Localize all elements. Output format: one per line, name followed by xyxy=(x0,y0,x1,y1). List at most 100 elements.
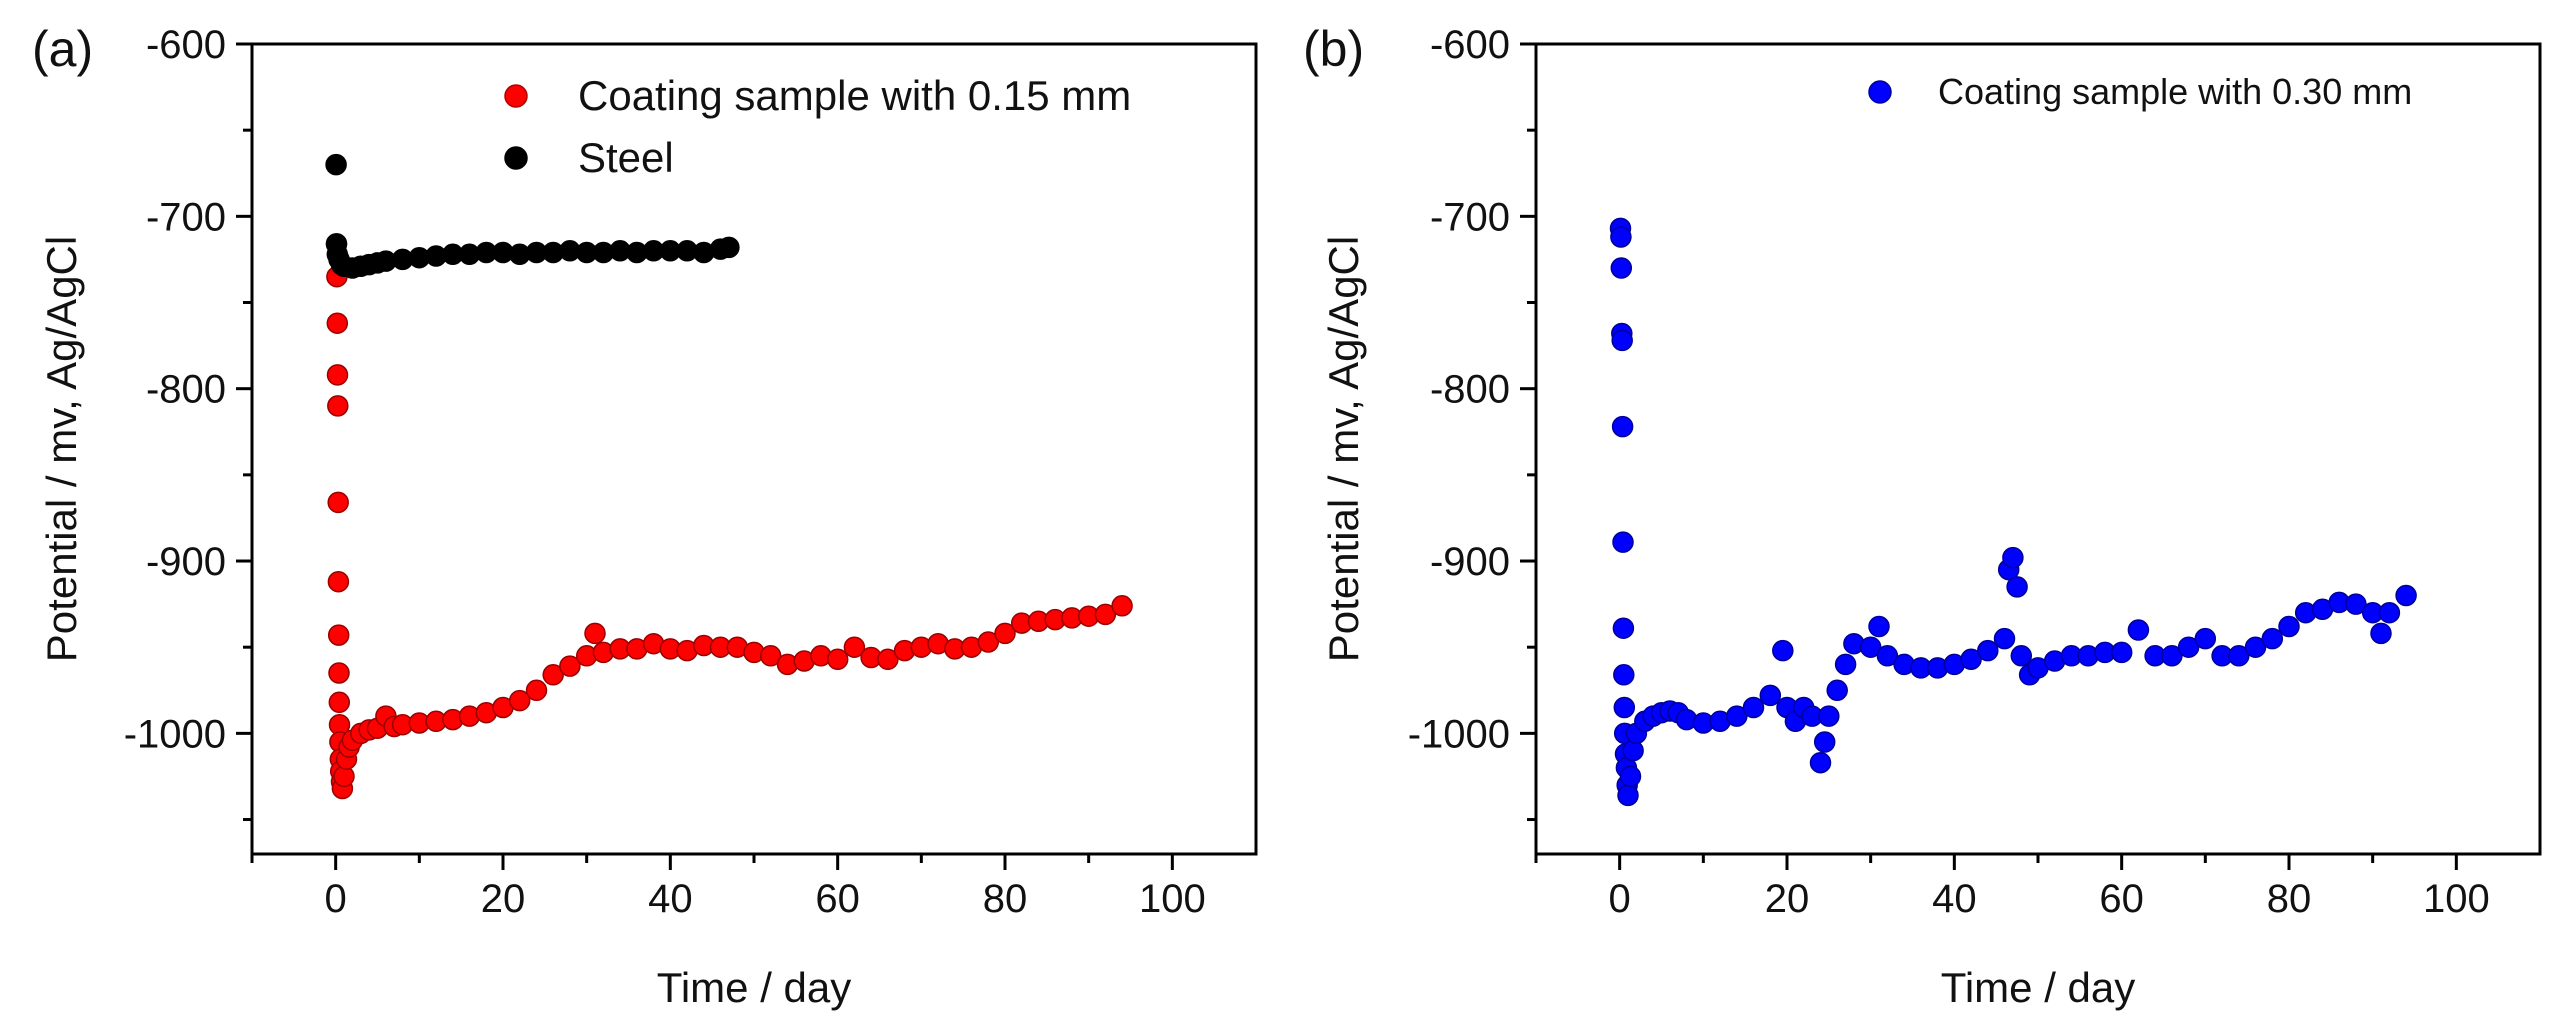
x-tick-label: 40 xyxy=(1932,877,1977,921)
data-point xyxy=(1742,696,1765,719)
panel-b-xlabel: Time / day xyxy=(1941,964,2136,1011)
data-point xyxy=(2161,645,2183,667)
legend-label-steel: Steel xyxy=(578,134,674,181)
y-tick-label: -1000 xyxy=(124,712,226,756)
data-point xyxy=(2127,619,2150,641)
panel-b-label: (b) xyxy=(1303,21,1364,77)
legend-marker-steel xyxy=(504,146,528,170)
data-point xyxy=(1094,603,1117,626)
x-tick-label: 0 xyxy=(1609,877,1631,921)
x-tick-label: 40 xyxy=(648,877,693,921)
panel-a-ylabel: Potential / mv, Ag/AgCl xyxy=(38,236,85,662)
data-point xyxy=(2261,627,2284,650)
data-point xyxy=(2006,576,2028,598)
legend-label-coating-030: Coating sample with 0.30 mm xyxy=(1938,71,2412,112)
data-point xyxy=(327,491,349,514)
panel-b: (b) 0 20 40 60 80 100 -600 -700 -800 -900 -1000 Co… xyxy=(1303,21,2542,1011)
data-point xyxy=(877,648,899,671)
x-tick-label: 100 xyxy=(2423,877,2490,921)
x-tick-label: 20 xyxy=(1765,877,1810,921)
x-tick-label: 80 xyxy=(2267,877,2312,921)
data-point xyxy=(327,570,350,593)
data-point xyxy=(1613,696,1636,719)
y-tick-label: -900 xyxy=(146,540,226,584)
data-point xyxy=(2345,593,2367,615)
panel-b-points xyxy=(1609,217,2417,807)
y-tick-label: -700 xyxy=(1430,195,1510,239)
x-tick-label: 60 xyxy=(2099,877,2144,921)
x-tick-label: 100 xyxy=(1139,877,1206,921)
data-point xyxy=(542,664,564,686)
data-point xyxy=(1613,664,1635,686)
data-point xyxy=(2370,622,2392,645)
data-point xyxy=(525,679,548,702)
y-tick-label: -600 xyxy=(146,23,226,67)
data-point xyxy=(328,691,351,714)
panel-b-ylabel: Potential / mv, Ag/AgCl xyxy=(1320,236,1367,662)
data-point xyxy=(2278,615,2300,638)
x-tick-label: 0 xyxy=(325,877,347,921)
y-tick-label: -800 xyxy=(1430,368,1510,412)
y-tick-label: -600 xyxy=(1430,23,1510,67)
data-point xyxy=(2378,601,2401,624)
data-point xyxy=(2395,584,2417,607)
panel-b-plot-frame xyxy=(1534,42,2542,856)
legend-entry-coating-030: Coating sample with 0.30 mm xyxy=(1868,71,2412,112)
data-point xyxy=(1977,639,1999,662)
panel-a: (a) 0 20 40 60 80 100 -600 -700 -800 -900 -1000 Co… xyxy=(32,21,1258,1011)
data-point xyxy=(994,622,1016,645)
data-point xyxy=(843,636,866,658)
data-point xyxy=(325,153,347,176)
data-point xyxy=(2244,636,2267,658)
data-point xyxy=(977,631,1000,653)
data-point xyxy=(759,645,782,667)
data-point xyxy=(1993,627,2016,650)
data-point xyxy=(1611,329,1633,352)
data-point xyxy=(1619,765,1642,788)
data-point xyxy=(326,312,349,334)
panel-a-legend: Coating sample with 0.15 mm Steel xyxy=(504,72,1131,181)
x-tick-label: 80 xyxy=(983,877,1028,921)
data-point xyxy=(2194,627,2217,650)
panel-b-legend: Coating sample with 0.30 mm xyxy=(1868,71,2412,112)
legend-entry-steel: Steel xyxy=(504,134,674,181)
data-point xyxy=(584,622,606,645)
legend-marker-coating-030 xyxy=(1868,80,1892,104)
data-point xyxy=(2110,641,2133,664)
y-tick-label: -900 xyxy=(1430,540,1510,584)
data-point xyxy=(1611,415,1634,438)
data-point xyxy=(1726,705,1748,727)
data-point xyxy=(328,662,350,684)
x-tick-label: 60 xyxy=(815,877,860,921)
data-point xyxy=(1617,784,1639,807)
panel-a-xlabel: Time / day xyxy=(657,964,852,1011)
y-tick-label: -700 xyxy=(146,195,226,239)
data-point xyxy=(327,395,349,417)
panel-a-plot-frame xyxy=(250,42,1258,856)
data-point xyxy=(1826,679,1848,702)
data-point xyxy=(1868,615,1890,638)
data-point xyxy=(1610,226,1632,248)
data-point xyxy=(1876,645,1899,667)
data-point xyxy=(1960,648,1982,671)
data-point xyxy=(1818,705,1840,727)
data-point xyxy=(1813,731,1836,753)
data-point xyxy=(2002,546,2024,569)
data-point xyxy=(508,689,531,712)
data-point xyxy=(2177,636,2200,658)
data-point xyxy=(1111,595,1133,617)
data-point xyxy=(2228,645,2250,667)
data-point xyxy=(1772,639,1794,662)
data-point xyxy=(2010,645,2033,667)
legend-entry-coating-015: Coating sample with 0.15 mm xyxy=(504,72,1131,119)
data-point xyxy=(327,624,350,646)
data-point xyxy=(826,648,849,671)
data-point xyxy=(1759,684,1782,707)
data-point xyxy=(1809,751,1832,774)
panel-b-ticks: 0 20 40 60 80 100 -600 -700 -800 -900 -1000 xyxy=(1408,23,2490,921)
legend-label-coating-015: Coating sample with 0.15 mm xyxy=(578,72,1131,119)
data-point xyxy=(1859,636,1882,658)
y-tick-label: -800 xyxy=(146,368,226,412)
data-point xyxy=(1834,653,1857,676)
